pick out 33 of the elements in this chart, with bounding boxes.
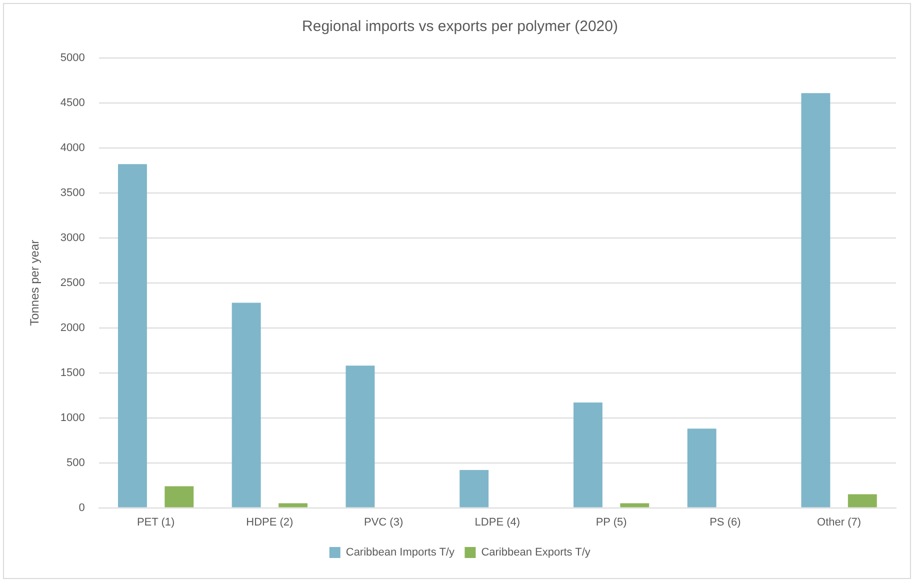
bar bbox=[118, 164, 147, 508]
y-tick-label: 1000 bbox=[60, 412, 85, 424]
legend-label: Caribbean Exports T/y bbox=[481, 546, 591, 559]
legend-label: Caribbean Imports T/y bbox=[346, 546, 455, 559]
y-tick-label: 4000 bbox=[60, 142, 85, 154]
x-tick-label: LDPE (4) bbox=[474, 516, 520, 528]
x-tick-label: Other (7) bbox=[817, 516, 862, 528]
bar bbox=[346, 366, 375, 508]
bar bbox=[801, 93, 830, 508]
x-tick-label: PVC (3) bbox=[364, 516, 404, 528]
bar bbox=[278, 503, 308, 508]
bar bbox=[164, 486, 194, 508]
y-tick-label: 0 bbox=[78, 502, 85, 514]
y-tick-label: 3500 bbox=[60, 186, 85, 199]
y-tick-label: 5000 bbox=[60, 52, 85, 64]
y-tick-label: 2000 bbox=[60, 322, 85, 334]
bar bbox=[573, 402, 602, 508]
y-tick-label: 2500 bbox=[60, 276, 85, 289]
bar bbox=[232, 302, 261, 508]
y-tick-label: 3000 bbox=[60, 232, 85, 244]
bar bbox=[687, 428, 716, 508]
y-tick-label: 4500 bbox=[60, 97, 85, 110]
bar bbox=[460, 470, 489, 508]
y-tick-label: 500 bbox=[66, 456, 85, 469]
bar bbox=[620, 503, 650, 508]
chart-title: Regional imports vs exports per polymer (2020) bbox=[302, 18, 618, 36]
x-tick-label: HDPE (2) bbox=[246, 516, 294, 528]
y-axis-title: Tonnes per year bbox=[28, 240, 42, 326]
bar bbox=[848, 494, 877, 508]
x-tick-label: PET (1) bbox=[136, 516, 175, 528]
y-tick-label: 1500 bbox=[60, 366, 85, 379]
x-tick-label: PP (5) bbox=[596, 516, 627, 528]
x-tick-label: PS (6) bbox=[710, 516, 741, 528]
